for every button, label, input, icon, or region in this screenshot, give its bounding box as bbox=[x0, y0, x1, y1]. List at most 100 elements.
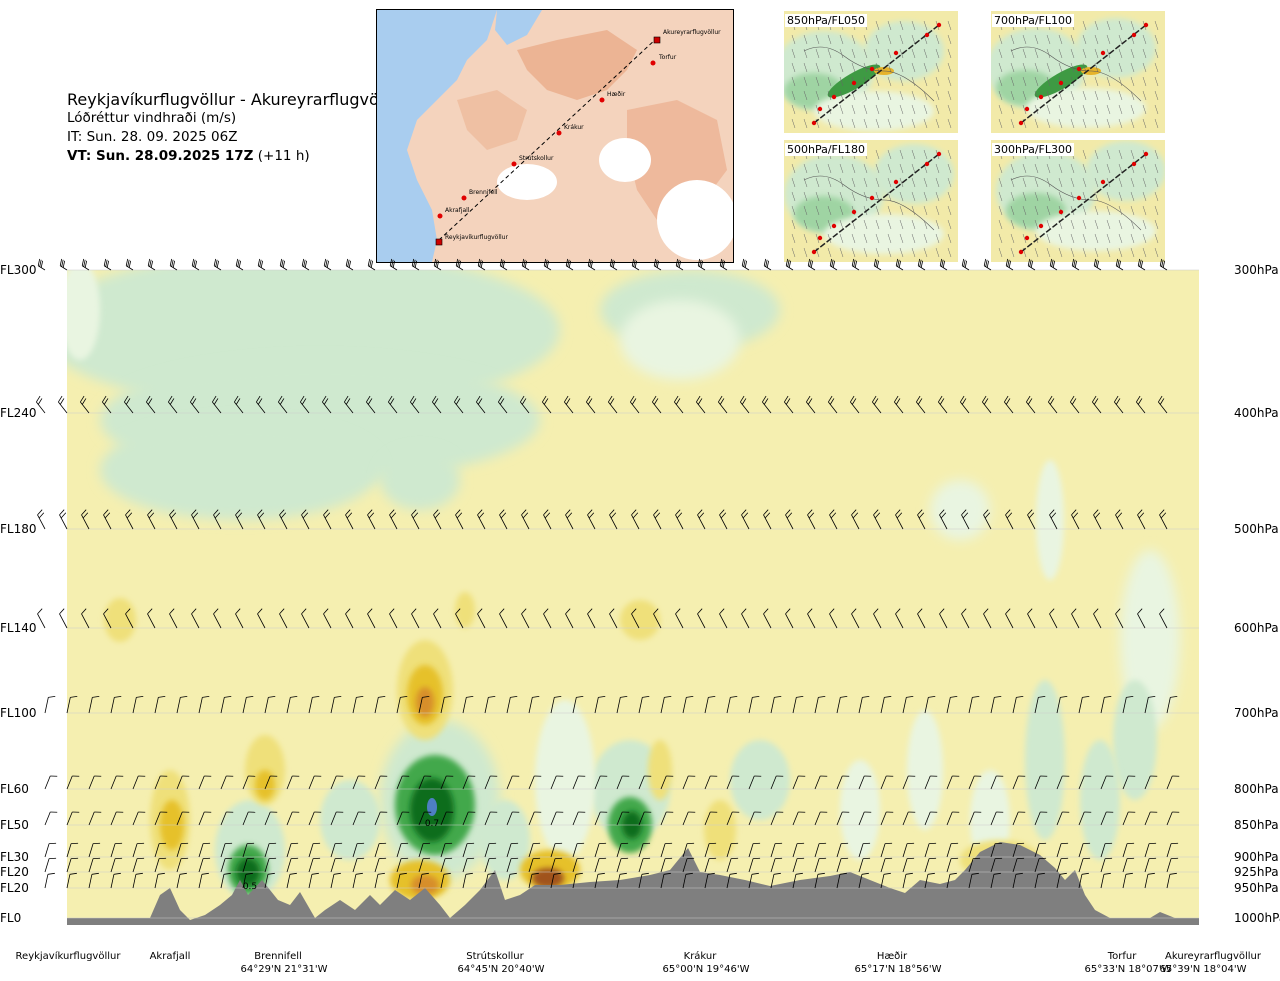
wind-barb bbox=[653, 608, 662, 629]
wind-barb bbox=[322, 395, 332, 414]
wind-barb bbox=[198, 811, 212, 826]
wind-barb bbox=[366, 395, 376, 414]
wind-barb bbox=[396, 811, 410, 826]
wind-barb bbox=[1048, 395, 1058, 414]
wind-barb bbox=[814, 775, 828, 790]
wind-barb bbox=[1093, 608, 1102, 629]
wind-barb bbox=[301, 608, 310, 629]
wind-barb bbox=[125, 608, 134, 629]
wind-barb bbox=[748, 842, 761, 858]
wind-barb bbox=[792, 695, 804, 714]
route-waypoint-marker bbox=[1100, 50, 1106, 56]
wind-barb bbox=[858, 872, 869, 889]
wind-barb bbox=[264, 857, 277, 873]
wind-barb bbox=[88, 842, 101, 858]
wind-barb bbox=[308, 695, 320, 714]
wind-barb bbox=[792, 872, 803, 889]
wind-barb bbox=[257, 258, 266, 271]
terrain-fill bbox=[67, 842, 1199, 925]
wind-barb bbox=[939, 509, 948, 530]
wind-barb bbox=[836, 775, 850, 790]
mini-map-850: 850hPa/FL050 bbox=[784, 11, 958, 133]
route-waypoint-label: Akrafjall bbox=[445, 207, 470, 214]
wind-barb bbox=[1034, 842, 1047, 858]
wind-barb bbox=[587, 608, 596, 629]
route-waypoint-marker bbox=[556, 130, 562, 136]
mini-map-label: 300hPa/FL300 bbox=[992, 143, 1075, 156]
wind-barb bbox=[572, 695, 584, 714]
vertical-velocity-field bbox=[67, 270, 1199, 925]
wind-barb bbox=[638, 842, 651, 858]
wind-barb bbox=[682, 775, 696, 790]
route-waypoint-marker bbox=[1024, 235, 1030, 241]
wind-barb bbox=[763, 608, 772, 629]
wind-barb bbox=[916, 395, 926, 414]
wind-barb bbox=[850, 395, 860, 414]
wind-barb bbox=[1049, 509, 1058, 530]
wind-barb bbox=[748, 811, 762, 826]
wind-barb bbox=[873, 258, 882, 271]
wind-barb bbox=[1114, 395, 1124, 414]
wind-barb bbox=[433, 608, 442, 629]
wind-barb bbox=[829, 258, 838, 271]
location-coordinates: 65°00'N 19°46'W bbox=[662, 964, 750, 975]
wind-barb bbox=[81, 509, 90, 530]
wind-barb bbox=[44, 842, 57, 858]
wind-barb bbox=[498, 395, 508, 414]
wind-barb bbox=[770, 695, 782, 714]
wind-barb bbox=[572, 872, 583, 889]
wind-barb bbox=[286, 872, 297, 889]
wind-barb bbox=[506, 872, 517, 889]
wind-barb bbox=[308, 811, 322, 826]
location-name: Torfur bbox=[1107, 951, 1137, 962]
flight-level-label: FL0 bbox=[0, 911, 22, 925]
wind-barb bbox=[1115, 509, 1124, 530]
wind-barb bbox=[125, 258, 134, 271]
wind-barb bbox=[902, 857, 915, 873]
flight-level-label: FL100 bbox=[0, 706, 37, 720]
wind-barb bbox=[81, 608, 90, 629]
route-waypoint-label: Strútskollur bbox=[519, 155, 554, 162]
wind-barb bbox=[682, 842, 695, 858]
wind-barb bbox=[103, 608, 112, 629]
wind-barb bbox=[477, 258, 486, 271]
wind-barb bbox=[880, 695, 892, 714]
wind-barb bbox=[169, 258, 178, 271]
wind-barb bbox=[638, 775, 652, 790]
wind-barb bbox=[616, 695, 628, 714]
wind-barb bbox=[873, 509, 882, 530]
route-waypoint-marker bbox=[851, 80, 857, 86]
wind-barb bbox=[264, 842, 277, 858]
route-waypoint-marker bbox=[1143, 151, 1149, 157]
wind-barb bbox=[147, 258, 156, 271]
wind-barb bbox=[1100, 842, 1113, 858]
wind-barb bbox=[66, 872, 77, 889]
wind-barb bbox=[895, 258, 904, 271]
wind-barb bbox=[704, 872, 715, 889]
wind-barb bbox=[594, 842, 607, 858]
wind-barb bbox=[455, 608, 464, 629]
wind-barb bbox=[279, 608, 288, 629]
route-waypoint-marker bbox=[1058, 80, 1064, 86]
wind-barb bbox=[572, 842, 585, 858]
wind-barb bbox=[1122, 811, 1136, 826]
wind-barb bbox=[704, 695, 716, 714]
wind-barb bbox=[726, 857, 739, 873]
mini-map-500-svg bbox=[784, 140, 958, 262]
wind-barb bbox=[572, 857, 585, 873]
wind-barb bbox=[521, 608, 530, 629]
wind-barb bbox=[418, 775, 432, 790]
wind-barb bbox=[1078, 695, 1090, 714]
wind-barb bbox=[763, 509, 772, 530]
wind-barb bbox=[198, 842, 211, 858]
wind-barb bbox=[1144, 872, 1155, 889]
wind-barb bbox=[220, 811, 234, 826]
wind-barb bbox=[594, 872, 605, 889]
wind-barb bbox=[924, 857, 937, 873]
route-waypoint-marker bbox=[936, 151, 942, 157]
wind-barb bbox=[616, 775, 630, 790]
wind-barb bbox=[110, 842, 123, 858]
issue-time: IT: Sun. 28. 09. 2025 06Z bbox=[67, 129, 238, 145]
wind-barb bbox=[785, 608, 794, 629]
wind-barb bbox=[220, 775, 234, 790]
